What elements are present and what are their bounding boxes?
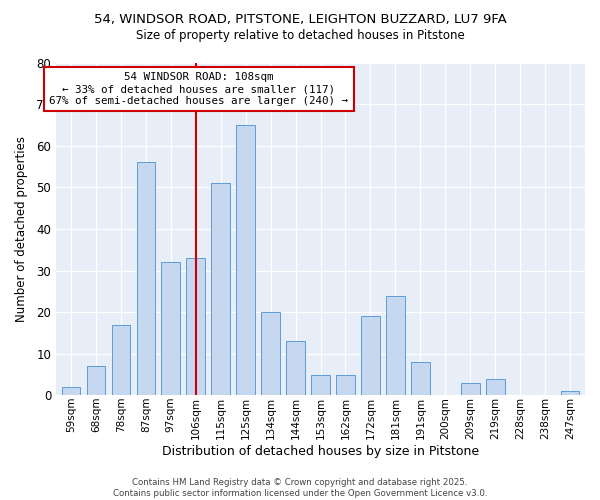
Text: Size of property relative to detached houses in Pitstone: Size of property relative to detached ho…	[136, 29, 464, 42]
X-axis label: Distribution of detached houses by size in Pitstone: Distribution of detached houses by size …	[162, 444, 479, 458]
Bar	[137, 162, 155, 396]
Bar	[236, 125, 255, 396]
Y-axis label: Number of detached properties: Number of detached properties	[15, 136, 28, 322]
Bar	[261, 312, 280, 396]
Bar	[187, 258, 205, 396]
Bar	[386, 296, 405, 396]
Bar	[62, 387, 80, 396]
Text: Contains HM Land Registry data © Crown copyright and database right 2025.
Contai: Contains HM Land Registry data © Crown c…	[113, 478, 487, 498]
Bar	[86, 366, 106, 396]
Bar	[486, 379, 505, 396]
Bar	[461, 383, 479, 396]
Bar	[336, 374, 355, 396]
Bar	[311, 374, 330, 396]
Bar	[211, 183, 230, 396]
Text: 54 WINDSOR ROAD: 108sqm
← 33% of detached houses are smaller (117)
67% of semi-d: 54 WINDSOR ROAD: 108sqm ← 33% of detache…	[49, 72, 349, 106]
Bar	[112, 324, 130, 396]
Bar	[560, 392, 580, 396]
Bar	[286, 342, 305, 396]
Bar	[411, 362, 430, 396]
Bar	[361, 316, 380, 396]
Text: 54, WINDSOR ROAD, PITSTONE, LEIGHTON BUZZARD, LU7 9FA: 54, WINDSOR ROAD, PITSTONE, LEIGHTON BUZ…	[94, 12, 506, 26]
Bar	[161, 262, 180, 396]
